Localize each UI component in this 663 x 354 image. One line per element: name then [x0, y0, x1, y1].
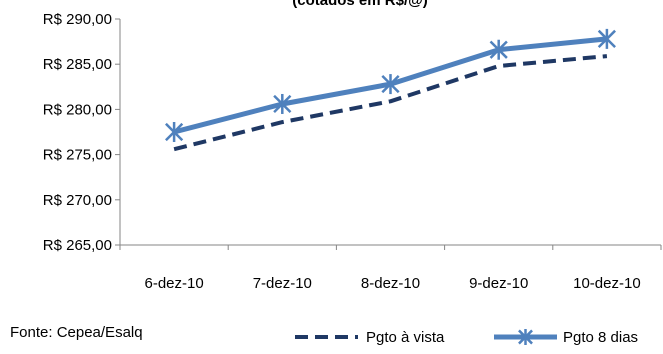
x-tick-label: 7-dez-10: [253, 275, 312, 292]
series-line-pgto-vista: [173, 54, 608, 152]
x-tick-label: 10-dez-10: [573, 275, 641, 292]
chart-title: (cotados em R$/@): [292, 0, 427, 9]
x-tick-label: 8-dez-10: [361, 275, 420, 292]
y-tick-label: R$ 280,00: [43, 101, 112, 118]
y-tick-label: R$ 275,00: [43, 147, 112, 164]
y-tick-label: R$ 270,00: [43, 192, 112, 209]
x-tick-label: 6-dez-10: [144, 275, 203, 292]
data-point-marker: [165, 122, 184, 142]
data-point-marker: [489, 39, 508, 60]
y-tick-label: R$ 285,00: [43, 56, 112, 73]
source-note: Fonte: Cepea/Esalq: [10, 324, 143, 341]
legend-label: Pgto à vista: [366, 329, 445, 346]
x-tick-label: 9-dez-10: [469, 275, 528, 292]
data-point-marker: [597, 28, 616, 49]
y-tick-label: R$ 265,00: [43, 237, 112, 254]
data-point-marker: [273, 93, 292, 114]
legend-label: Pgto 8 dias: [563, 329, 638, 346]
data-point-marker: [381, 74, 400, 95]
y-tick-label: R$ 290,00: [43, 11, 112, 28]
legend-marker: [518, 329, 533, 345]
